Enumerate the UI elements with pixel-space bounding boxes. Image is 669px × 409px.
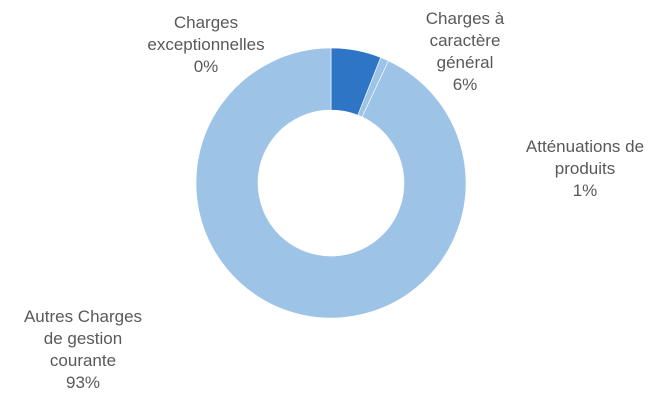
slice-label-name-line: Charges à — [425, 9, 505, 28]
slice-label-name-line: général — [436, 53, 494, 72]
slice-label-name-line: Autres Charges — [23, 307, 143, 326]
slice-label-name-line: exceptionnelles — [147, 35, 265, 54]
slice-label-attenuations-produits: Atténuations de produits 1% — [510, 136, 660, 202]
slice-label-percent: 93% — [65, 373, 101, 392]
slice-label-charges-caractere-general: Charges à caractère général 6% — [410, 8, 520, 96]
slice-label-name-line: courante — [49, 351, 117, 370]
slice-label-percent: 6% — [452, 75, 478, 94]
slice-label-name-line: de gestion — [43, 329, 123, 348]
slice-label-name-line: Charges — [173, 13, 239, 32]
slice-label-name-line: Atténuations de — [525, 137, 645, 156]
slice-label-charges-exceptionnelles: Charges exceptionnelles 0% — [126, 12, 286, 78]
slice-label-percent: 1% — [572, 181, 598, 200]
slice-label-autres-charges-gestion-courante: Autres Charges de gestion courante 93% — [8, 306, 158, 394]
slice-label-name-line: caractère — [429, 31, 501, 50]
donut-slice-2 — [195, 47, 467, 319]
slice-label-percent: 0% — [193, 57, 219, 76]
slice-label-name-line: produits — [554, 159, 616, 178]
